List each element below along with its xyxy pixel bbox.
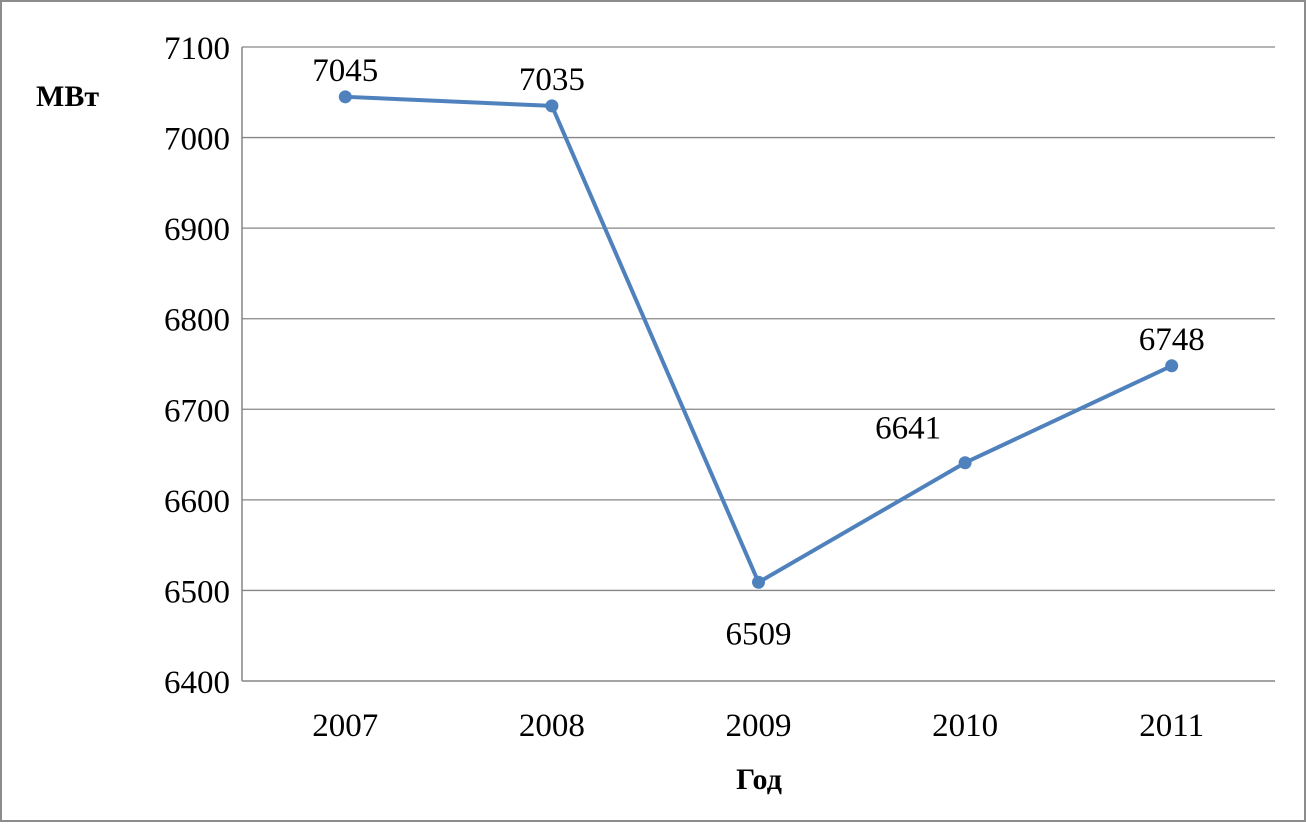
y-tick-label: 6700 — [164, 393, 230, 429]
x-tick-label: 2008 — [519, 708, 585, 744]
axes — [241, 47, 1275, 682]
data-label: 7035 — [519, 62, 585, 98]
gridlines — [242, 46, 1275, 592]
data-point — [338, 90, 352, 104]
data-labels: 7045 7035 6509 6641 6748 — [312, 53, 1204, 652]
data-label: 6748 — [1139, 322, 1205, 358]
data-point — [1165, 359, 1179, 373]
data-points — [338, 90, 1179, 589]
y-tick-label: 6800 — [164, 303, 230, 339]
data-point — [958, 456, 972, 470]
y-tick-label: 6500 — [164, 574, 230, 610]
data-label: 7045 — [312, 53, 378, 89]
y-tick-label: 6900 — [164, 212, 230, 248]
series-line — [343, 94, 1174, 585]
x-tick-label: 2010 — [932, 708, 998, 744]
data-label: 6509 — [726, 616, 792, 652]
y-tick-label: 6600 — [164, 484, 230, 520]
x-tick-labels: 2007 2008 2009 2010 2011 — [312, 708, 1204, 744]
y-tick-labels: 6400 6500 6600 6700 6800 6900 7000 7100 — [164, 31, 230, 701]
data-point — [545, 99, 559, 113]
x-axis-title: Год — [736, 763, 782, 796]
x-tick-label: 2009 — [726, 708, 792, 744]
y-axis-title: МВт — [36, 80, 99, 113]
data-point — [752, 575, 765, 589]
y-tick-label: 6400 — [164, 665, 230, 701]
x-tick-label: 2011 — [1139, 708, 1204, 744]
series-line — [343, 94, 1174, 585]
data-label: 6641 — [875, 411, 941, 447]
x-tick-label: 2007 — [312, 708, 378, 744]
y-tick-label: 7000 — [164, 122, 230, 158]
y-tick-label: 7100 — [164, 31, 230, 67]
